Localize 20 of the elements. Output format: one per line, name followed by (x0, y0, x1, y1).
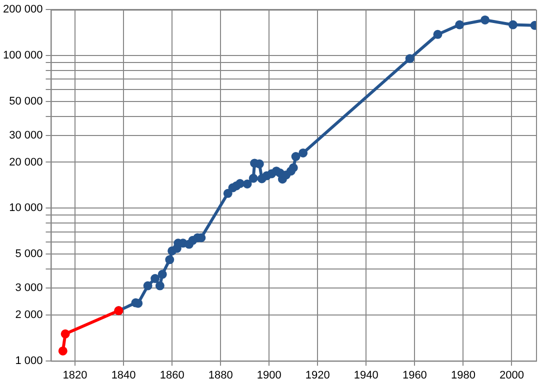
x-tick-label: 1980 (450, 369, 476, 382)
y-tick-label: 30 000 (9, 129, 43, 142)
x-tick-label: 1840 (111, 369, 136, 382)
x-tick-label: 1860 (160, 369, 184, 382)
x-tick-label: 1940 (354, 369, 378, 382)
y-tick-label: 5 000 (15, 248, 43, 260)
y-tick-label: 10 000 (9, 202, 43, 214)
y-tick-label: 2 000 (15, 308, 43, 321)
x-tick-label: 1880 (208, 369, 233, 382)
x-tick-label: 1960 (402, 369, 427, 382)
y-tick-label: 100 000 (2, 50, 43, 62)
x-tick-label: 1900 (256, 369, 282, 382)
x-tick-label: 1920 (305, 369, 330, 382)
y-tick-label: 3 000 (15, 282, 43, 294)
y-tick-label: 20 000 (9, 156, 43, 168)
y-tick-label: 200 000 (2, 4, 43, 16)
y-tick-label: 50 000 (9, 96, 43, 108)
y-tick-label: 1 000 (15, 354, 43, 367)
x-tick-label: 1820 (62, 369, 88, 382)
x-tick-label: 2000 (499, 369, 524, 382)
